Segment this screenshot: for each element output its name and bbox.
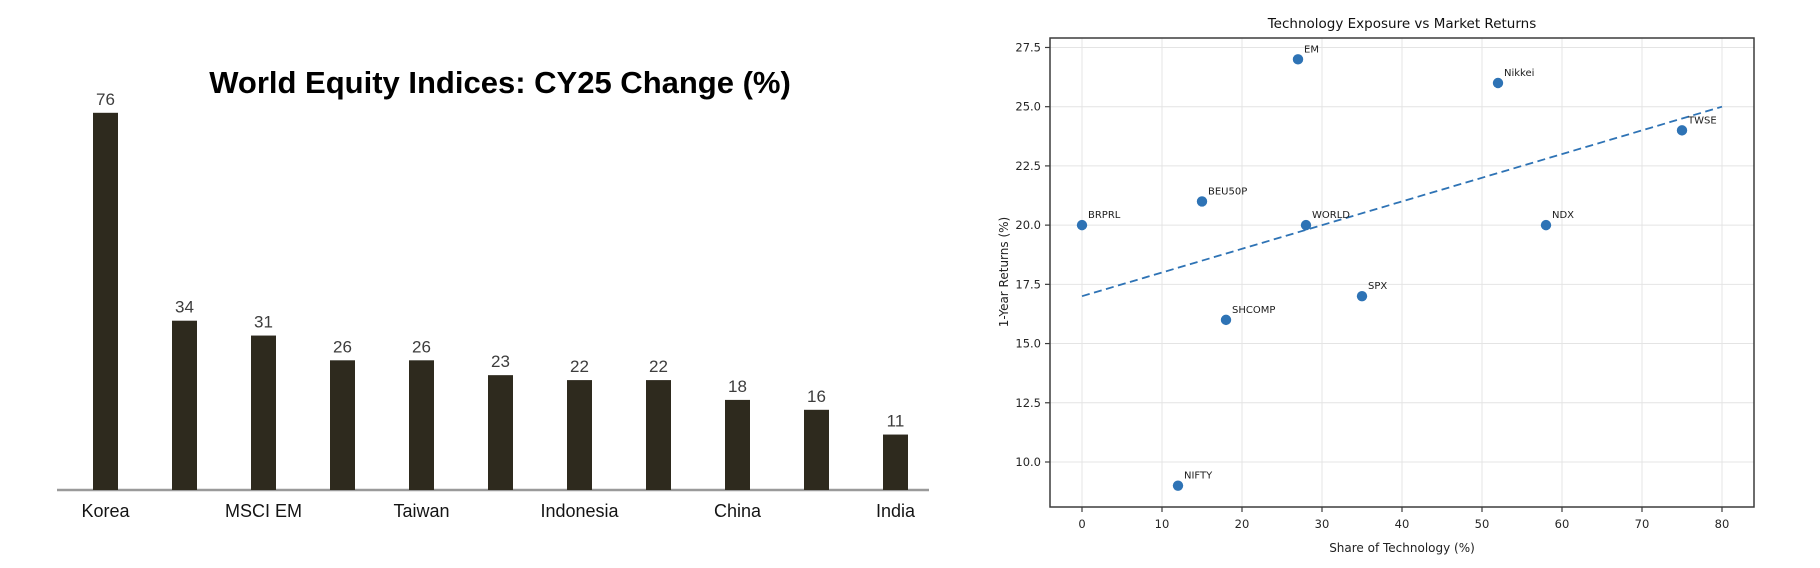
x-tick-label: 10 — [1155, 517, 1170, 531]
bar-value-label: 16 — [807, 387, 826, 406]
scatter-point-SPX — [1356, 290, 1368, 302]
scatter-chart-figure: Technology Exposure vs Market Returns 0 1… — [997, 16, 1755, 555]
scatter-point-label: BRPRL — [1088, 210, 1121, 221]
bar — [330, 360, 355, 490]
bar-category-label: India — [876, 501, 916, 521]
x-tick-label: 20 — [1235, 517, 1250, 531]
scatter-gridlines — [1050, 38, 1754, 507]
bar — [251, 335, 276, 490]
x-tick-label: 70 — [1635, 517, 1650, 531]
bar-chart-plot-area: 76 34 31 26 26 23 22 22 18 16 11 Korea MSCI EM Taiwan… — [57, 90, 929, 521]
x-tick-label: 50 — [1475, 517, 1490, 531]
scatter-point-label: TWSE — [1687, 115, 1717, 126]
scatter-point-Nikkei — [1492, 77, 1504, 89]
y-tick-label: 27.5 — [1015, 40, 1041, 54]
scatter-point-TWSE — [1676, 125, 1688, 136]
bar-category-label: China — [714, 501, 762, 521]
scatter-point-label: NDX — [1552, 210, 1574, 221]
scatter-plot-area: 0 10 20 30 40 50 60 70 80 10.0 12.5 15.0 17.5 20.0 22.… — [1015, 37, 1755, 531]
bar-category-label: Taiwan — [393, 501, 449, 521]
scatter-chart-title: Technology Exposure vs Market Returns — [1267, 16, 1537, 32]
scatter-point-EM — [1292, 54, 1304, 65]
scatter-point-label: Nikkei — [1504, 68, 1534, 79]
scatter-point-label: SPX — [1368, 281, 1387, 292]
y-tick-label: 20.0 — [1015, 218, 1041, 232]
y-tick-label: 17.5 — [1015, 277, 1041, 291]
bar-value-label: 23 — [491, 352, 510, 371]
bar — [409, 360, 434, 490]
bar-value-label: 34 — [175, 298, 194, 317]
scatter-point-BRPRL — [1076, 219, 1088, 231]
x-tick-label: 40 — [1395, 517, 1410, 531]
y-tick-label: 12.5 — [1015, 396, 1041, 410]
bar — [172, 320, 197, 490]
bar — [93, 112, 118, 491]
bar — [488, 375, 513, 490]
scatter-point-label: BEU50P — [1208, 186, 1247, 197]
scatter-point-label: NIFTY — [1184, 471, 1213, 482]
bar-value-label: 22 — [570, 357, 589, 376]
y-tick-label: 22.5 — [1015, 159, 1041, 173]
bar-chart-title: World Equity Indices: CY25 Change (%) — [209, 65, 791, 100]
scatter-y-axis-label: 1-Year Returns (%) — [997, 217, 1011, 327]
bar — [567, 380, 592, 490]
bar-value-label: 18 — [728, 377, 747, 396]
bar-value-label: 26 — [333, 337, 352, 356]
x-tick-label: 0 — [1078, 517, 1085, 531]
scatter-point-NIFTY — [1172, 480, 1184, 491]
bar-value-label: 22 — [649, 357, 668, 376]
scatter-point-BEU50P — [1196, 196, 1208, 207]
x-tick-label: 80 — [1715, 517, 1730, 531]
bar — [804, 409, 829, 490]
x-tick-label: 60 — [1555, 517, 1570, 531]
bar-category-label: Korea — [81, 501, 130, 521]
bar-value-label: 26 — [412, 337, 431, 356]
bar-value-label: 76 — [96, 90, 115, 109]
y-tick-label: 15.0 — [1015, 337, 1041, 351]
y-tick-label: 10.0 — [1015, 455, 1041, 469]
x-tick-label: 30 — [1315, 517, 1330, 531]
bar — [646, 380, 671, 490]
scatter-point-WORLD — [1300, 219, 1312, 231]
bar-value-label: 31 — [254, 313, 273, 332]
scatter-point-label: WORLD — [1312, 210, 1350, 221]
scatter-x-axis-label: Share of Technology (%) — [1329, 541, 1475, 555]
bar-category-label: Indonesia — [540, 501, 619, 521]
scatter-point-SHCOMP — [1220, 314, 1232, 326]
bar-value-label: 11 — [887, 412, 905, 431]
bar-category-label: MSCI EM — [225, 501, 302, 521]
y-tick-label: 25.0 — [1015, 100, 1041, 114]
scatter-point-label: EM — [1304, 44, 1319, 55]
trend-line — [1081, 105, 1723, 298]
bar — [883, 434, 908, 490]
bar-chart-figure: World Equity Indices: CY25 Change (%) 76… — [57, 65, 929, 521]
scatter-point-label: SHCOMP — [1232, 305, 1275, 316]
bar — [725, 399, 750, 490]
scatter-point-NDX — [1540, 219, 1552, 231]
